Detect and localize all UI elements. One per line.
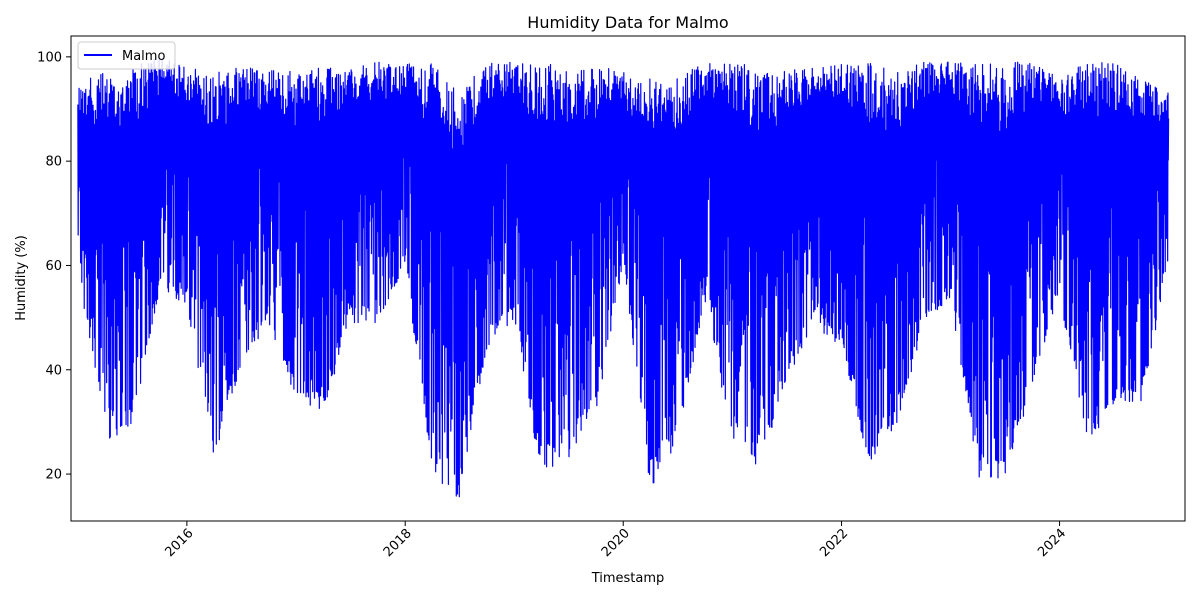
- series-line-malmo: [77, 58, 1170, 498]
- legend-label-malmo: Malmo: [122, 49, 165, 64]
- y-tick-label: 60: [45, 259, 62, 274]
- legend: Malmo: [77, 41, 176, 70]
- y-tick-label: 80: [45, 155, 62, 170]
- y-tick-label: 20: [45, 468, 62, 483]
- x-axis-label: Timestamp: [591, 571, 665, 586]
- legend-box: [77, 41, 176, 70]
- plot-frame: [70, 35, 1186, 522]
- chart-title: Humidity Data for Malmo: [527, 13, 728, 32]
- y-tick-label: 100: [37, 50, 62, 65]
- y-axis: 20 40 60 80 100: [37, 50, 71, 483]
- y-axis-label: Humidity (%): [14, 235, 29, 321]
- series-layer: [77, 58, 1170, 498]
- y-tick-label: 40: [45, 363, 62, 378]
